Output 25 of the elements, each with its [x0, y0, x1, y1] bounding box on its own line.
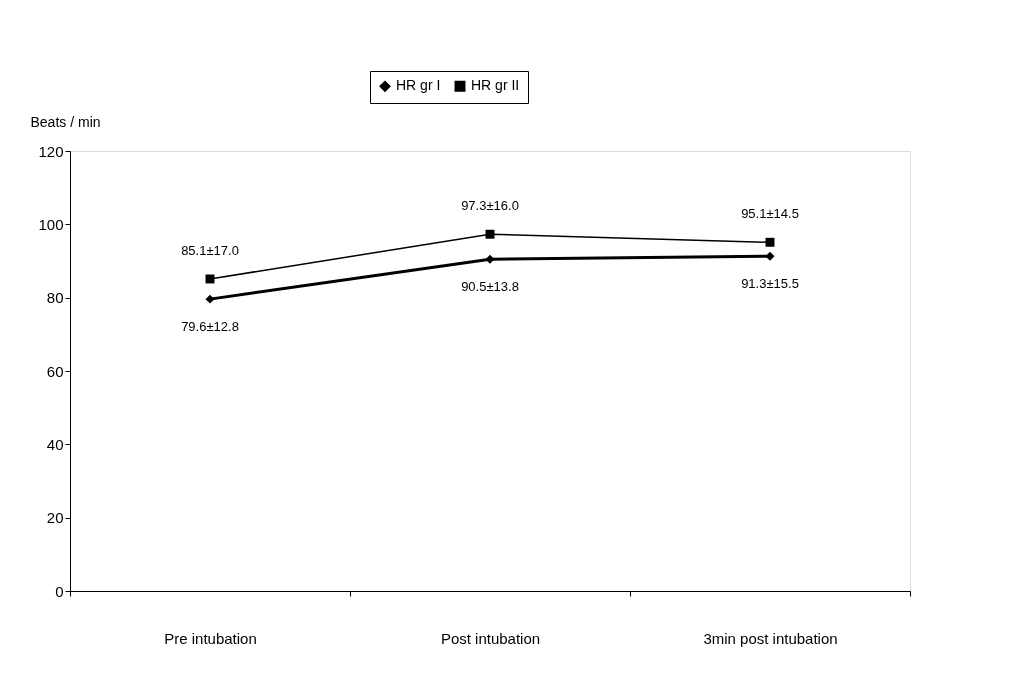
data-label: 85.1±17.0	[181, 242, 239, 258]
point	[205, 294, 215, 304]
x-tick-label: 3min post intubation	[703, 629, 838, 647]
y-tick-label: 60	[46, 362, 64, 380]
data-label: 95.1±14.5	[741, 206, 799, 222]
data-label: 97.3±16.0	[461, 198, 519, 214]
point	[765, 251, 775, 261]
legend-label: HR gr II	[471, 77, 520, 94]
y-tick-label: 20	[46, 509, 64, 527]
data-label: 91.3±15.5	[741, 276, 799, 292]
point	[205, 274, 215, 284]
data-label: 90.5±13.8	[461, 279, 519, 295]
x-tick-label: Pre intubation	[164, 629, 257, 647]
point	[485, 254, 495, 264]
x-tick-label: Post intubation	[440, 629, 541, 647]
y-tick-label: 80	[46, 289, 64, 307]
point	[765, 237, 775, 247]
y-tick-label: 120	[38, 142, 64, 160]
point	[485, 229, 495, 239]
y-tick-label: 0	[55, 582, 64, 600]
legend-label: HR gr I	[396, 77, 441, 94]
y-tick-label: 100	[38, 215, 64, 233]
y-tick-label: 40	[46, 435, 64, 453]
y-axis-title: Beats / min	[30, 113, 101, 130]
data-label: 79.6±12.8	[181, 319, 239, 335]
